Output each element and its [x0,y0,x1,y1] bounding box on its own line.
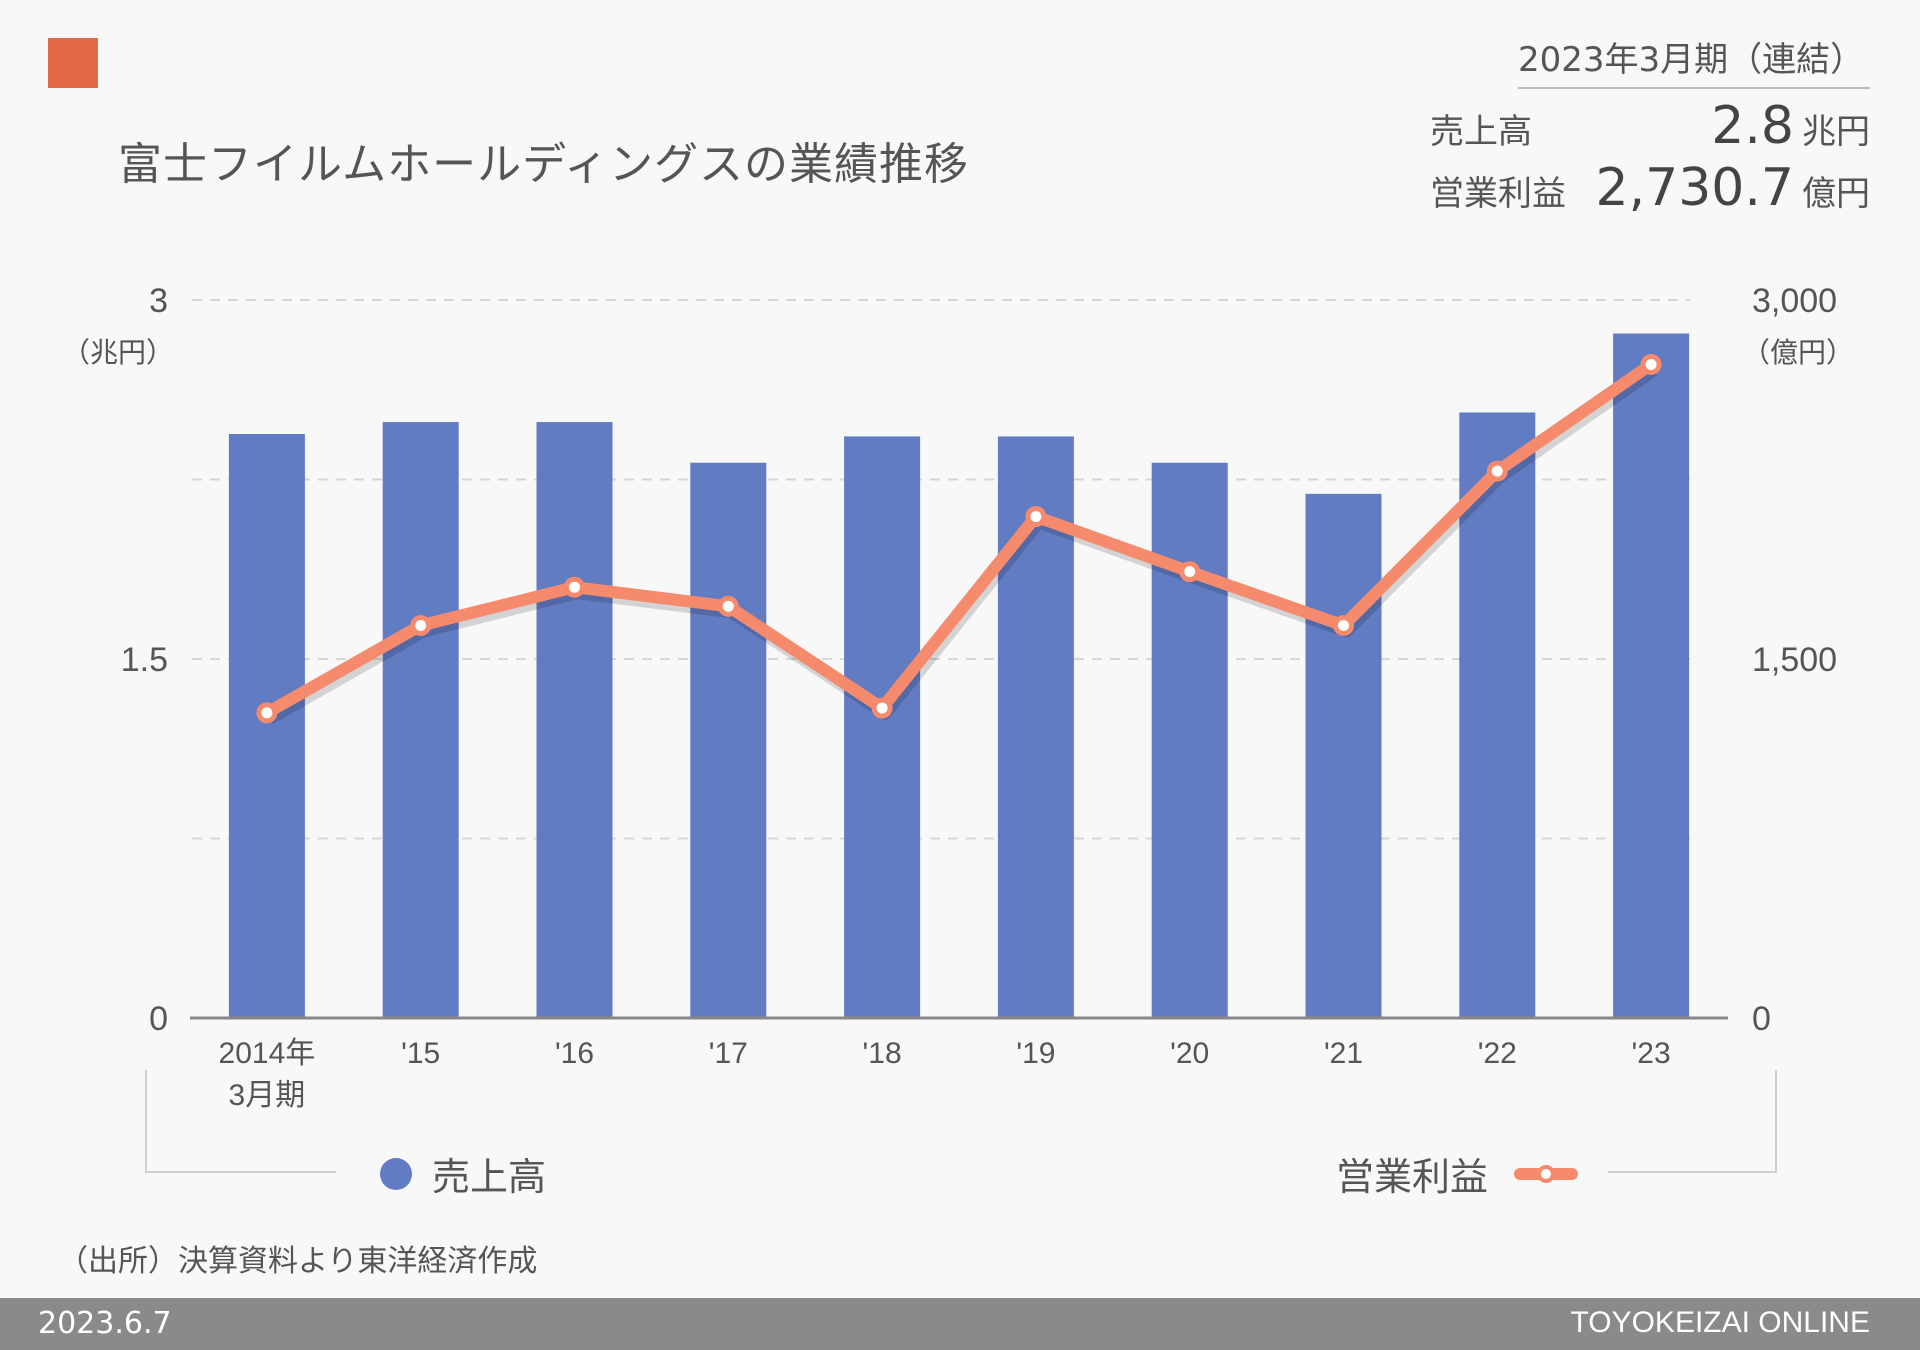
legend-bar-swatch [380,1157,412,1190]
legend-bar-label: 売上高 [432,1155,547,1199]
chart-title: 富士フイルムホールディングスの業績推移 [118,139,970,190]
kpi-operating-profit: 営業利益 2,730.7 億円 [1430,158,1870,218]
y-left-tick-label: 1.5 [121,641,168,679]
line-point [564,576,585,598]
x-tick-label: '23 [1632,1037,1671,1070]
bar-sales [690,462,767,1018]
line-point [1333,614,1354,636]
legend-line-swatch [1514,1164,1579,1183]
line-shadow [266,365,1658,725]
x-tick-label: '16 [555,1037,594,1070]
footer-date: 2023.6.7 [38,1306,172,1341]
period-label: 2023年3月期（連結） [1518,32,1870,89]
line-point [717,595,739,617]
legend-profit: 営業利益 [1336,1146,1579,1201]
kpi-profit-label: 営業利益 [1430,174,1566,214]
kpi-sales-unit: 兆円 [1802,112,1870,152]
bar-sales [228,434,305,1018]
bar-sales [1459,412,1536,1018]
x-tick-label: '19 [1016,1037,1055,1070]
bar-sales [1305,493,1382,1018]
y-right-tick-label: 1,500 [1752,641,1837,679]
x-tick-label: 2014年 3月期 [219,1037,316,1112]
y-left-unit: （兆円） [62,336,174,369]
legend-line-label: 営業利益 [1336,1155,1489,1199]
x-tick-label: '22 [1478,1037,1517,1070]
line-point [410,614,432,636]
y-left-tick-label: 3 [149,282,168,320]
line-series [256,353,1662,725]
footer-brand: TOYOKEIZAI ONLINE [1570,1306,1870,1339]
y-right-tick-label: 3,000 [1752,282,1837,320]
line-point [1640,353,1662,375]
bar-sales [1151,462,1228,1018]
kpi-sales-value: 2.8 [1711,96,1794,156]
legend-frame [145,1070,1777,1173]
accent-square [48,38,98,88]
line-point [256,702,278,724]
line-point [1025,506,1047,528]
kpi-sales-label: 売上高 [1430,112,1532,152]
bar-sales [536,422,613,1018]
x-tick-label: '18 [863,1037,902,1070]
footer-bar: 2023.6.7 TOYOKEIZAI ONLINE [0,1298,1920,1350]
bar-series [228,333,1690,1018]
x-tick-label: '21 [1324,1037,1363,1070]
x-tick-label: '17 [709,1037,748,1070]
grid-lines [192,299,1690,840]
y-left-tick-label: 0 [149,1000,168,1038]
x-tick-label: '15 [401,1037,440,1070]
bar-sales [997,436,1074,1018]
bar-sales [382,422,459,1018]
line-point [1179,561,1201,583]
bar-sales [844,436,921,1018]
bar-sales [1613,333,1690,1018]
kpi-profit-unit: 億円 [1802,174,1870,214]
kpi-profit-value: 2,730.7 [1595,158,1794,218]
kpi-sales: 売上高 2.8 兆円 [1430,96,1870,156]
y-right-tick-label: 0 [1752,1000,1771,1038]
legend-sales: 売上高 [380,1146,546,1201]
x-tick-label: '20 [1170,1037,1209,1070]
line-point [1486,460,1508,482]
line-operating-profit [260,358,1658,719]
y-right-unit: （億円） [1742,336,1854,369]
line-point [871,697,893,719]
source-note: （出所）決算資料より東洋経済作成 [58,1244,538,1279]
axes: 0 1.5 3 （兆円） 0 1,500 3,000 （億円） 2014年 3月期 '15 '16 '1… [62,282,1854,1173]
